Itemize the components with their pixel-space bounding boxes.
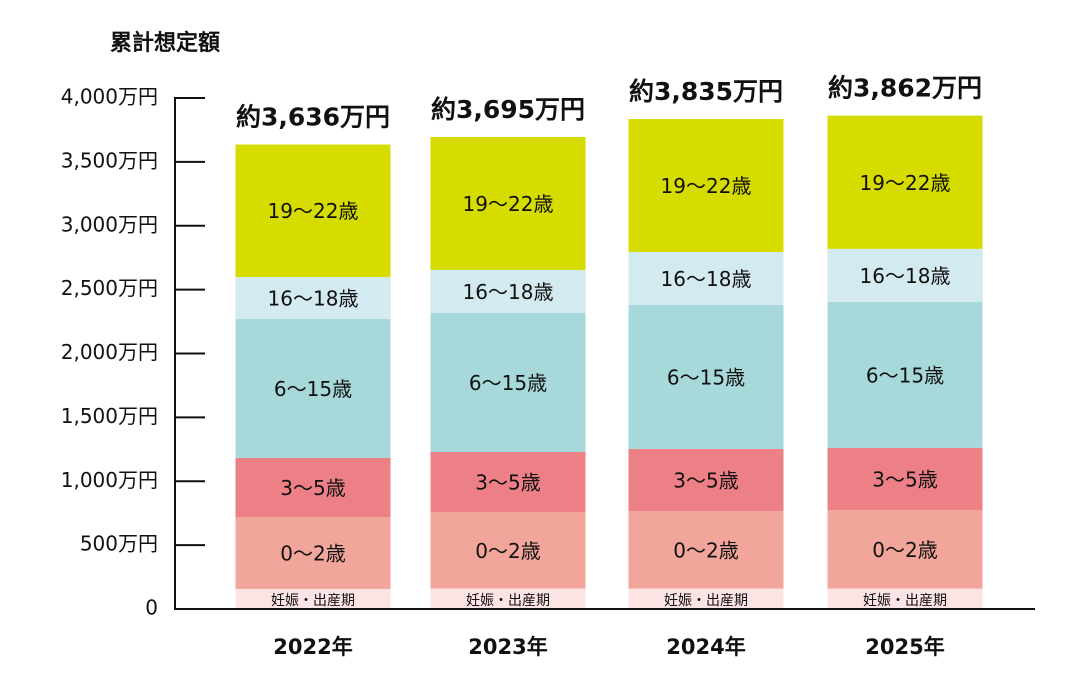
bar-segment — [827, 301, 983, 448]
bar-segment — [235, 517, 391, 589]
y-tick-label: 1,000万円 — [61, 468, 158, 492]
x-tick-label: 2025年 — [865, 635, 944, 659]
segment-label: 0〜2歳 — [673, 538, 738, 562]
segment-label: 6〜15歳 — [667, 365, 745, 389]
bar-segment — [430, 588, 586, 609]
segment-label: 0〜2歳 — [475, 539, 540, 563]
y-tick-label: 1,500万円 — [61, 404, 158, 428]
segment-label: 16〜18歳 — [860, 264, 951, 288]
segment-label: 16〜18歳 — [661, 267, 752, 291]
segment-label: 妊娠・出産期 — [664, 593, 748, 609]
bar-segment — [430, 512, 586, 589]
bar-segment — [235, 588, 391, 609]
y-tick-label: 500万円 — [80, 532, 158, 556]
total-label: 約3,835万円 — [629, 77, 783, 106]
total-label: 約3,636万円 — [236, 103, 390, 132]
segment-label: 19〜22歳 — [860, 171, 951, 195]
segment-label: 0〜2歳 — [872, 538, 937, 562]
segment-label: 0〜2歳 — [280, 541, 345, 565]
bar-segment — [628, 304, 784, 449]
segment-label: 妊娠・出産期 — [271, 593, 355, 609]
bar-segment — [235, 457, 391, 518]
bar-segment — [430, 313, 586, 452]
total-label: 約3,695万円 — [431, 95, 585, 124]
bar-segment — [628, 119, 784, 252]
segment-label: 6〜15歳 — [866, 363, 944, 387]
bar-segment — [430, 269, 586, 314]
segment-label: 19〜22歳 — [463, 192, 554, 216]
bar-segment — [628, 588, 784, 609]
segment-label: 19〜22歳 — [661, 174, 752, 198]
segment-label: 6〜15歳 — [274, 377, 352, 401]
y-tick-label: 0 — [145, 596, 158, 620]
segment-label: 妊娠・出産期 — [466, 593, 550, 609]
y-tick-label: 3,500万円 — [61, 148, 158, 172]
bar-segment — [628, 251, 784, 305]
bar-segment — [827, 509, 983, 589]
segment-label: 16〜18歳 — [268, 286, 359, 310]
bar-segment — [235, 144, 391, 277]
x-tick-label: 2022年 — [273, 635, 352, 659]
y-tick-label: 4,000万円 — [61, 85, 158, 109]
bar-segment — [628, 448, 784, 512]
y-tick-label: 2,000万円 — [61, 340, 158, 364]
x-tick-label: 2024年 — [666, 635, 745, 659]
y-tick-label: 2,500万円 — [61, 276, 158, 300]
bar-segment — [628, 511, 784, 589]
segment-label: 3〜5歳 — [280, 476, 345, 500]
chart-title: 累計想定額 — [110, 30, 220, 56]
bar-segment — [827, 588, 983, 609]
segment-label: 19〜22歳 — [268, 199, 359, 223]
y-tick-label: 3,000万円 — [61, 212, 158, 236]
bar-segment — [235, 276, 391, 320]
segment-label: 3〜5歳 — [872, 467, 937, 491]
bar-segment — [827, 115, 983, 249]
segment-label: 6〜15歳 — [469, 371, 547, 395]
bar-segment — [827, 447, 983, 510]
bar-segment — [827, 248, 983, 302]
bar-segment — [235, 319, 391, 458]
total-label: 約3,862万円 — [828, 74, 982, 103]
x-tick-label: 2023年 — [468, 635, 547, 659]
segment-label: 16〜18歳 — [463, 280, 554, 304]
segment-label: 妊娠・出産期 — [863, 593, 947, 609]
bar-segment — [430, 136, 586, 270]
segment-label: 3〜5歳 — [673, 468, 738, 492]
segment-label: 3〜5歳 — [475, 471, 540, 495]
bar-segment — [430, 451, 586, 513]
